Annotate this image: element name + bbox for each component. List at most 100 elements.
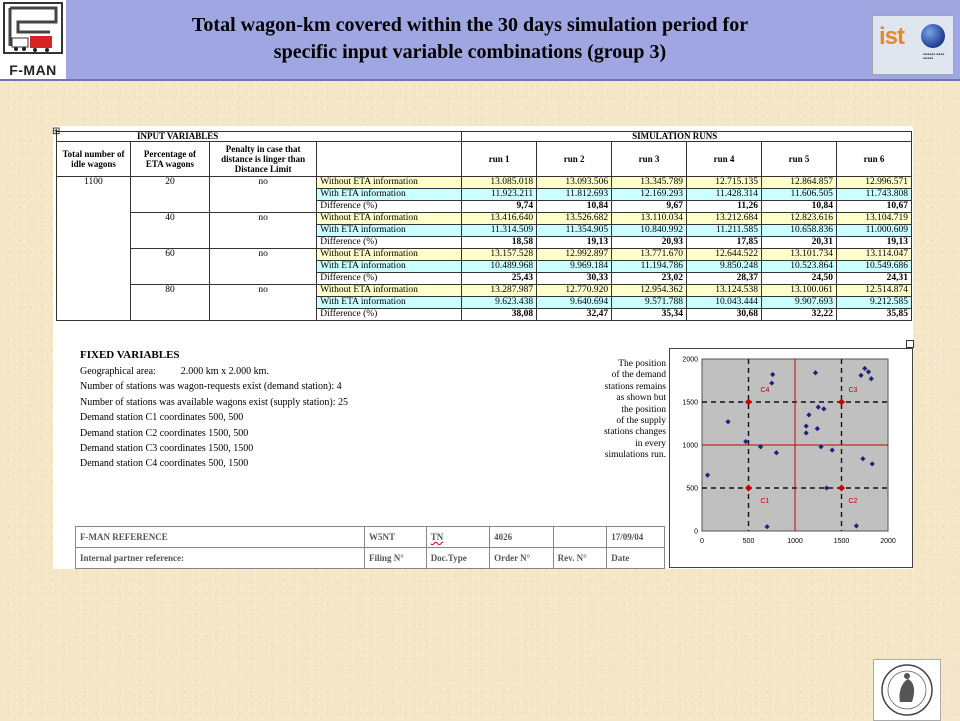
ref-date: 17/09/04	[606, 526, 665, 548]
title-line-2: specific input variable combinations (gr…	[273, 41, 667, 63]
value-cell: 10.523.864	[760, 260, 837, 273]
note-line: stations remains	[604, 381, 666, 392]
ref-rev-label: Rev. N°	[552, 547, 608, 569]
value-cell: 18,58	[461, 236, 538, 249]
reference-table: F-MAN REFERENCE W5NT TN 4026 17/09/04 In…	[75, 526, 665, 569]
f-man-logo: F-MAN	[0, 0, 66, 79]
fixed-variables-heading: FIXED VARIABLES	[80, 349, 180, 361]
value-cell: 30,33	[536, 272, 613, 285]
value-cell: 13.100.061	[760, 284, 837, 297]
slide-header: F-MAN Total wagon-km covered within the …	[0, 0, 960, 81]
value-cell: 12.169.293	[611, 188, 688, 201]
value-cell: 11.743.808	[835, 188, 913, 201]
f-man-logo-text: F-MAN	[9, 62, 57, 78]
penalty-cell: no	[208, 284, 318, 321]
demand-station-point	[838, 398, 845, 406]
value-cell: 19,13	[536, 236, 613, 249]
col-eta-percentage: Percentage of ETA wagons	[129, 141, 210, 177]
table-row: Difference (%) 38,08 32,47 35,34 30,68 32,22 3…	[57, 308, 913, 321]
value-cell: 12.864.857	[760, 176, 837, 189]
value-cell: 13.345.789	[611, 176, 688, 189]
simulation-runs-header: SIMULATION RUNS	[461, 131, 912, 142]
supply-station-point	[757, 444, 764, 450]
row-label: Without ETA information	[316, 176, 463, 189]
value-cell: 20,31	[760, 236, 837, 249]
university-seal	[873, 659, 941, 721]
slide-title: Total wagon-km covered within the 30 day…	[80, 12, 860, 66]
x-tick-label: 500	[743, 538, 755, 545]
row-label: With ETA information	[316, 188, 463, 201]
col-scenario	[316, 141, 463, 177]
penalty-cell: no	[208, 212, 318, 249]
demand-station-point	[745, 398, 752, 406]
value-cell: 9.969.184	[536, 260, 613, 273]
value-cell: 35,85	[835, 308, 913, 321]
supply-station-point	[821, 406, 827, 412]
supply-station-point	[868, 376, 874, 382]
table-row: With ETA information 11.923.211 11.812.693…	[57, 188, 913, 201]
table-row: 80 no Without ETA information 13.287.987 12.…	[57, 284, 913, 321]
value-cell: 10.489.968	[461, 260, 538, 273]
penalty-cell: no	[208, 248, 318, 285]
value-cell: 10,67	[835, 200, 913, 213]
col-penalty: Penalty in case that distance is linger …	[208, 141, 318, 177]
col-run-6: run 6	[835, 141, 913, 177]
value-cell: 11.194.786	[611, 260, 688, 273]
value-cell: 11.428.314	[686, 188, 762, 201]
note-line: of the supply	[616, 416, 666, 427]
y-tick-label: 2000	[682, 357, 698, 364]
value-cell: 11,26	[686, 200, 762, 213]
value-cell: 9.212.585	[835, 296, 913, 309]
value-cell: 9.640.694	[536, 296, 613, 309]
y-tick-label: 0	[694, 529, 698, 536]
embedded-spreadsheet: INPUT VARIABLES SIMULATION RUNS Total nu…	[53, 126, 914, 569]
col-run-3: run 3	[611, 141, 688, 177]
demand-station-label: C4	[761, 387, 770, 394]
fixed-line: Demand station C1 coordinates 500, 500	[80, 412, 244, 424]
fixed-line: Demand station C3 coordinates 1500, 1500	[80, 443, 254, 455]
ist-logo-text: ist	[879, 23, 905, 50]
fixed-line: Demand station C4 coordinates 500, 1500	[80, 458, 249, 470]
ref-doctype-value: TN	[430, 532, 444, 542]
value-cell: 35,34	[611, 308, 688, 321]
value-cell: 30,68	[686, 308, 762, 321]
ref-internal-label: Internal partner reference:	[75, 547, 365, 569]
col-run-2: run 2	[536, 141, 613, 177]
value-cell: 11.812.693	[536, 188, 613, 201]
row-label: Difference (%)	[316, 308, 463, 321]
value-cell: 11.606.505	[760, 188, 837, 201]
value-cell: 10.549.686	[835, 260, 913, 273]
ref-doctype: TN	[425, 526, 491, 548]
y-tick-label: 1000	[682, 443, 698, 450]
row-label: Without ETA information	[316, 248, 463, 261]
value-cell: 9.623.438	[461, 296, 538, 309]
value-cell: 9.850.248	[686, 260, 762, 273]
globe-icon	[921, 24, 945, 48]
input-variables-header: INPUT VARIABLES	[55, 131, 463, 142]
fixed-variables: FIXED VARIABLES Geographical area: 2.000…	[80, 348, 348, 472]
value-cell: 12.514.874	[835, 284, 913, 297]
table-row: Difference (%) 25,43 30,33 23,02 28,37 24,50 2…	[57, 272, 913, 285]
note-line: The position	[618, 359, 666, 369]
title-line-1: Total wagon-km covered within the 30 day…	[191, 14, 749, 36]
col-run-4: run 4	[686, 141, 762, 177]
value-cell: 24,50	[760, 272, 837, 285]
value-cell: 13.101.734	[760, 248, 837, 261]
note-line: as shown but	[616, 393, 666, 404]
value-cell: 10,84	[760, 200, 837, 213]
table-row: 60 no Without ETA information 13.157.528 12.…	[57, 248, 913, 285]
supply-station-point	[824, 485, 830, 491]
note-line: simulations run.	[604, 450, 666, 461]
position-note: The position of the demand stations rema…	[561, 359, 666, 462]
value-cell: 13.212.684	[686, 212, 762, 225]
ist-logo: ist ▪▪▪▪▪▪ ▪▪▪▪ ▪▪▪▪▪	[872, 15, 954, 75]
fixed-line: Number of stations was available wagons …	[80, 396, 349, 408]
value-cell: 13.104.719	[835, 212, 913, 225]
supply-station-point	[743, 438, 749, 445]
row-label: Difference (%)	[316, 272, 463, 285]
ref-order-label: Order N°	[489, 547, 554, 569]
resize-handle[interactable]	[906, 340, 914, 348]
results-body: 1100 20 no Without ETA information 13.085.01…	[56, 176, 913, 321]
penalty-cell: no	[208, 176, 318, 213]
value-cell: 32,22	[760, 308, 837, 321]
